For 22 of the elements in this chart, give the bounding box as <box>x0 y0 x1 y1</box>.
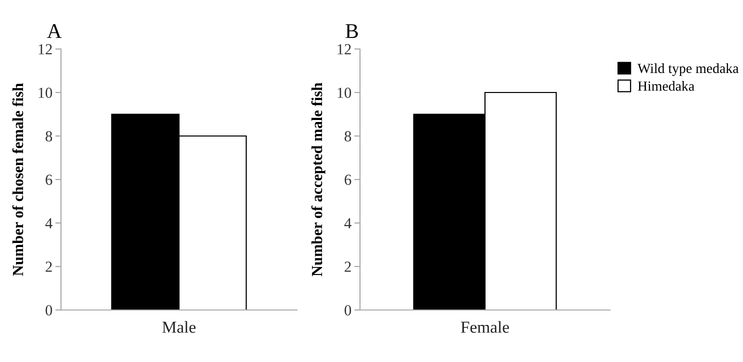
chart-title: B <box>346 24 358 38</box>
legend-label: Wild type medaka <box>638 63 739 76</box>
y-tick-label: 12 <box>338 44 351 54</box>
y-tick-label: 8 <box>46 131 52 142</box>
y-tick-label: 4 <box>45 218 52 228</box>
y-tick-label: 2 <box>46 262 52 272</box>
y-tick-label: 0 <box>46 305 52 316</box>
y-tick-label: 10 <box>338 88 352 98</box>
y-tick-label: 6 <box>344 174 352 185</box>
y-tick-label: 0 <box>344 305 352 316</box>
legend-label: Himedaka <box>638 81 694 91</box>
chart-title: A <box>47 24 62 38</box>
y-tick-label: 6 <box>46 174 52 185</box>
x-tick-label: Male <box>162 321 196 333</box>
y-tick-label: 2 <box>344 262 351 272</box>
y-tick-label: 10 <box>38 88 52 98</box>
y-tick-label: 4 <box>344 218 352 228</box>
y-tick-label: 12 <box>38 44 52 54</box>
y-tick-label: 8 <box>344 131 352 142</box>
x-tick-label: Female <box>460 321 509 333</box>
y-axis-title: Number of chosen female fish <box>12 83 24 276</box>
y-axis-title: Number of accepted male fish <box>311 82 326 276</box>
